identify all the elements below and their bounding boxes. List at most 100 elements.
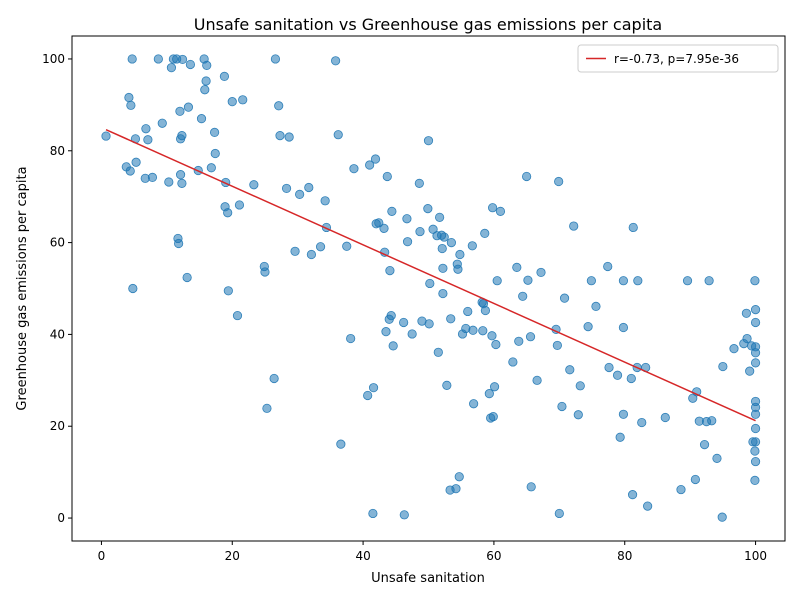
data-point bbox=[552, 340, 562, 351]
data-point bbox=[399, 317, 409, 328]
data-point bbox=[346, 333, 356, 344]
data-point bbox=[554, 508, 564, 519]
data-point bbox=[583, 322, 593, 332]
data-point bbox=[381, 327, 391, 337]
data-point bbox=[712, 453, 722, 463]
data-point bbox=[478, 326, 488, 336]
data-point bbox=[374, 218, 384, 228]
data-point bbox=[442, 380, 452, 390]
data-point bbox=[707, 416, 717, 426]
data-point bbox=[750, 396, 761, 407]
data-point bbox=[603, 261, 613, 272]
data-point bbox=[627, 490, 638, 500]
data-point bbox=[435, 212, 445, 222]
data-point bbox=[536, 267, 546, 278]
data-point bbox=[315, 242, 326, 252]
data-point bbox=[451, 484, 461, 494]
data-point bbox=[682, 276, 693, 286]
data-point bbox=[183, 102, 194, 112]
data-point bbox=[131, 157, 141, 167]
data-point bbox=[177, 54, 188, 65]
data-point bbox=[559, 293, 570, 303]
data-point bbox=[415, 226, 425, 237]
data-point bbox=[365, 160, 375, 170]
chart-title: Unsafe sanitation vs Greenhouse gas emis… bbox=[194, 15, 662, 34]
data-point bbox=[320, 196, 330, 206]
data-point bbox=[333, 130, 343, 140]
data-point bbox=[386, 310, 396, 321]
data-point bbox=[143, 135, 153, 145]
x-tick-label: 60 bbox=[486, 549, 501, 563]
x-tick-label: 80 bbox=[617, 549, 632, 563]
data-point bbox=[425, 278, 435, 289]
data-point bbox=[438, 263, 448, 273]
data-point bbox=[363, 390, 373, 401]
data-point bbox=[480, 228, 490, 239]
data-point bbox=[424, 319, 434, 329]
data-point bbox=[741, 308, 752, 318]
data-point bbox=[349, 164, 359, 174]
data-point bbox=[385, 265, 395, 276]
data-point bbox=[124, 92, 134, 103]
data-point bbox=[368, 383, 379, 393]
data-point bbox=[729, 344, 739, 354]
fit-line-group bbox=[105, 128, 756, 422]
data-point bbox=[336, 439, 346, 449]
y-tick-label: 20 bbox=[50, 419, 65, 433]
data-point bbox=[514, 336, 524, 346]
data-point bbox=[557, 401, 567, 412]
data-point bbox=[637, 417, 647, 428]
y-tick-label: 80 bbox=[50, 144, 65, 158]
data-point bbox=[295, 189, 305, 199]
y-tick-label: 40 bbox=[50, 327, 65, 341]
data-point bbox=[750, 276, 760, 286]
data-point bbox=[717, 512, 727, 522]
data-point bbox=[177, 131, 187, 141]
data-point bbox=[175, 106, 185, 116]
legend: r=-0.73, p=7.95e-36 bbox=[577, 44, 779, 73]
data-point bbox=[750, 456, 761, 467]
data-point bbox=[304, 182, 314, 193]
data-point bbox=[446, 237, 456, 248]
data-point bbox=[575, 381, 585, 391]
data-point bbox=[210, 127, 220, 138]
data-point bbox=[591, 301, 601, 312]
data-point bbox=[643, 501, 653, 511]
data-point bbox=[153, 54, 163, 64]
data-point bbox=[200, 85, 210, 95]
data-point bbox=[284, 132, 294, 142]
data-point bbox=[182, 272, 192, 283]
data-point bbox=[262, 403, 272, 413]
data-point bbox=[423, 136, 434, 146]
data-point bbox=[750, 446, 760, 456]
data-point bbox=[210, 148, 220, 159]
data-point bbox=[532, 375, 542, 385]
legend-fit-label: r=-0.73, p=7.95e-36 bbox=[614, 52, 739, 66]
data-point bbox=[626, 373, 636, 384]
data-point bbox=[306, 249, 317, 260]
data-point bbox=[260, 267, 270, 277]
data-point bbox=[604, 362, 614, 373]
data-point bbox=[586, 276, 596, 286]
data-point bbox=[202, 60, 212, 70]
data-point bbox=[750, 437, 761, 447]
data-point bbox=[618, 409, 629, 419]
data-point bbox=[522, 171, 532, 182]
data-point bbox=[157, 118, 167, 128]
x-tick-label: 40 bbox=[355, 549, 370, 563]
data-point bbox=[185, 59, 195, 70]
data-point bbox=[525, 332, 536, 342]
data-point bbox=[439, 232, 449, 242]
data-point bbox=[206, 163, 216, 173]
data-point bbox=[463, 306, 473, 317]
data-point bbox=[488, 203, 498, 213]
y-axis: 0 20 40 60 80 100 bbox=[42, 52, 72, 525]
x-tick-label: 20 bbox=[225, 549, 240, 563]
data-point bbox=[127, 54, 137, 64]
data-point bbox=[676, 484, 686, 495]
data-point bbox=[402, 214, 412, 224]
data-point bbox=[618, 322, 629, 333]
data-point bbox=[750, 423, 761, 434]
data-point bbox=[219, 71, 230, 82]
